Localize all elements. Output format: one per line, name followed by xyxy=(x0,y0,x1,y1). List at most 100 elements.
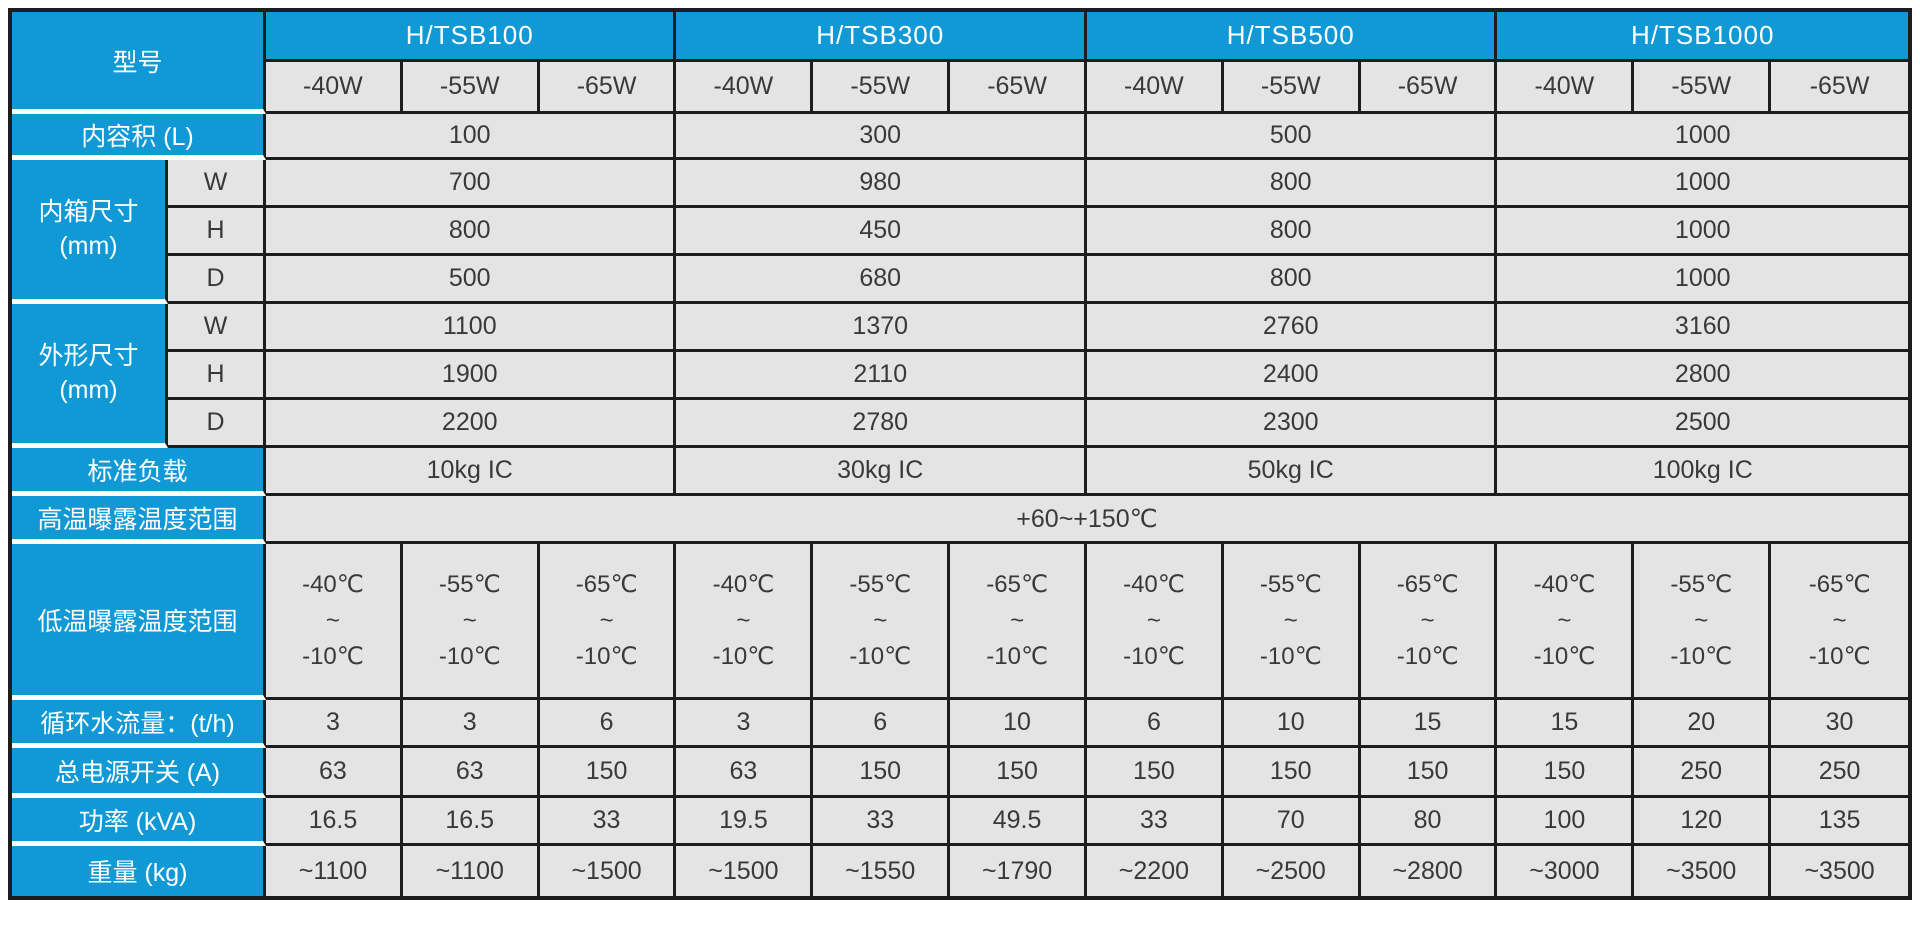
dim-axis-label: D xyxy=(168,256,266,304)
model-header: H/TSB100 xyxy=(266,12,677,62)
spec-value: ~3500 xyxy=(1634,846,1772,896)
variant-header: -40W xyxy=(1497,62,1635,114)
low-temp-value: -40℃ ~ -10℃ xyxy=(266,544,403,700)
dim-value: 980 xyxy=(676,160,1087,208)
dim-value: 2780 xyxy=(676,400,1087,448)
spec-table: 型号 H/TSB100 -40W -55W -65W H/TSB300 -40W -55W -… xyxy=(8,8,1912,900)
volume-value: 500 xyxy=(1086,114,1498,160)
spec-value: 16.5 xyxy=(402,798,540,846)
spec-value: 10 xyxy=(950,700,1087,748)
load-value: 100kg IC xyxy=(1497,448,1908,496)
spec-value: 150 xyxy=(1223,748,1361,798)
spec-value: 150 xyxy=(1497,748,1635,798)
spec-value: ~2500 xyxy=(1223,846,1361,896)
spec-value: 3 xyxy=(266,700,403,748)
spec-value: ~2800 xyxy=(1360,846,1498,896)
load-value: 30kg IC xyxy=(676,448,1087,496)
dim-value: 800 xyxy=(266,208,677,256)
dim-axis-label: D xyxy=(168,400,266,448)
spec-value: 33 xyxy=(539,798,677,846)
inner-dim-label: 内箱尺寸 (mm) xyxy=(12,160,168,304)
dim-value: 1000 xyxy=(1497,208,1908,256)
spec-value: 15 xyxy=(1497,700,1635,748)
low-temp-value: -55℃ ~ -10℃ xyxy=(813,544,951,700)
spec-value: 15 xyxy=(1360,700,1498,748)
dim-value: 450 xyxy=(676,208,1087,256)
variant-header: -40W xyxy=(1086,62,1224,114)
dim-value: 2500 xyxy=(1497,400,1908,448)
spec-value: ~2200 xyxy=(1086,846,1224,896)
dim-value: 3160 xyxy=(1497,304,1908,352)
spec-value: 63 xyxy=(402,748,540,798)
dim-value: 2760 xyxy=(1086,304,1498,352)
dim-value: 1100 xyxy=(266,304,677,352)
high-temp-label: 高温曝露温度范围 xyxy=(12,496,266,544)
dim-value: 1000 xyxy=(1497,256,1908,304)
spec-value: 6 xyxy=(1086,700,1224,748)
spec-value: ~1100 xyxy=(266,846,403,896)
spec-value: 33 xyxy=(813,798,951,846)
variant-header: -40W xyxy=(676,62,814,114)
spec-value: 80 xyxy=(1360,798,1498,846)
dim-value: 2300 xyxy=(1086,400,1498,448)
dim-axis-label: H xyxy=(168,352,266,400)
spec-value: ~3500 xyxy=(1771,846,1908,896)
variant-header: -65W xyxy=(950,62,1087,114)
spec-value: ~1550 xyxy=(813,846,951,896)
low-temp-value: -55℃ ~ -10℃ xyxy=(1223,544,1361,700)
spec-value: 6 xyxy=(813,700,951,748)
outer-dim-label: 外形尺寸 (mm) xyxy=(12,304,168,448)
spec-value: 3 xyxy=(402,700,540,748)
spec-value: 49.5 xyxy=(950,798,1087,846)
spec-value: 70 xyxy=(1223,798,1361,846)
variant-header: -65W xyxy=(539,62,677,114)
load-value: 10kg IC xyxy=(266,448,677,496)
variant-header: -65W xyxy=(1771,62,1908,114)
dim-axis-label: W xyxy=(168,304,266,352)
low-temp-value: -40℃ ~ -10℃ xyxy=(1086,544,1224,700)
dim-value: 800 xyxy=(1086,256,1498,304)
spec-value: 250 xyxy=(1634,748,1772,798)
spec-value: 150 xyxy=(1086,748,1224,798)
spec-value: 100 xyxy=(1497,798,1635,846)
spec-value: 63 xyxy=(676,748,814,798)
volume-label: 内容积 (L) xyxy=(12,114,266,160)
dim-value: 2400 xyxy=(1086,352,1498,400)
model-header: H/TSB1000 xyxy=(1497,12,1908,62)
low-temp-value: -65℃ ~ -10℃ xyxy=(1771,544,1908,700)
dim-value: 800 xyxy=(1086,160,1498,208)
spec-row-label: 总电源开关 (A) xyxy=(12,748,266,798)
spec-value: 63 xyxy=(266,748,403,798)
high-temp-value: +60~+150℃ xyxy=(266,496,1908,544)
load-label: 标准负载 xyxy=(12,448,266,496)
spec-value: 150 xyxy=(539,748,677,798)
spec-value: ~1500 xyxy=(676,846,814,896)
spec-row-label: 功率 (kVA) xyxy=(12,798,266,846)
spec-value: ~1500 xyxy=(539,846,677,896)
variant-header: -55W xyxy=(1634,62,1772,114)
spec-value: 16.5 xyxy=(266,798,403,846)
variant-header: -55W xyxy=(402,62,540,114)
volume-value: 1000 xyxy=(1497,114,1908,160)
dim-value: 1370 xyxy=(676,304,1087,352)
low-temp-value: -40℃ ~ -10℃ xyxy=(1497,544,1635,700)
spec-value: 10 xyxy=(1223,700,1361,748)
dim-value: 2200 xyxy=(266,400,677,448)
spec-value: 3 xyxy=(676,700,814,748)
spec-value: 19.5 xyxy=(676,798,814,846)
spec-value: 20 xyxy=(1634,700,1772,748)
load-value: 50kg IC xyxy=(1086,448,1498,496)
corner-model-label: 型号 xyxy=(12,12,266,114)
volume-value: 100 xyxy=(266,114,677,160)
dim-axis-label: W xyxy=(168,160,266,208)
low-temp-value: -55℃ ~ -10℃ xyxy=(402,544,540,700)
spec-value: ~1790 xyxy=(950,846,1087,896)
dim-value: 800 xyxy=(1086,208,1498,256)
low-temp-label: 低温曝露温度范围 xyxy=(12,544,266,700)
low-temp-value: -40℃ ~ -10℃ xyxy=(676,544,814,700)
spec-value: 150 xyxy=(1360,748,1498,798)
spec-value: 33 xyxy=(1086,798,1224,846)
spec-value: 150 xyxy=(813,748,951,798)
dim-value: 500 xyxy=(266,256,677,304)
dim-value: 700 xyxy=(266,160,677,208)
